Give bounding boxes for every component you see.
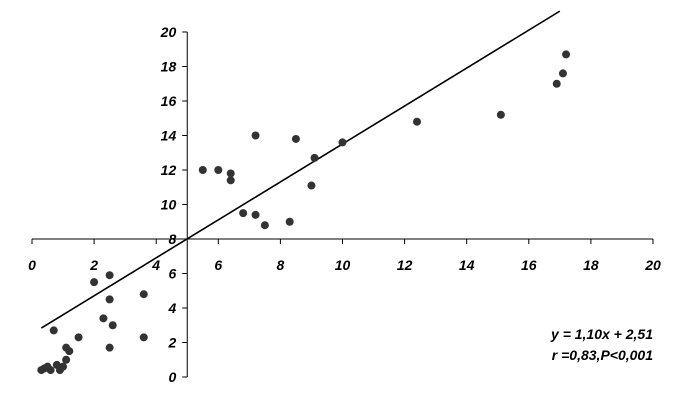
data-point bbox=[108, 321, 117, 330]
data-point bbox=[226, 176, 235, 185]
regression-line-group bbox=[40, 10, 561, 329]
data-point bbox=[251, 131, 260, 140]
x-tick-label: 0 bbox=[28, 257, 36, 273]
y-tick-label: 12 bbox=[161, 162, 177, 178]
data-point bbox=[307, 181, 316, 190]
x-tick-label: 6 bbox=[214, 257, 222, 273]
data-point bbox=[496, 110, 505, 119]
data-point bbox=[413, 117, 422, 126]
data-point bbox=[198, 166, 207, 174]
regression-equation: y = 1,10x + 2,51 bbox=[550, 326, 653, 342]
data-point bbox=[552, 79, 561, 88]
x-tick-label: 2 bbox=[89, 257, 98, 273]
data-points bbox=[37, 50, 571, 375]
data-point bbox=[558, 69, 567, 78]
data-point bbox=[285, 217, 294, 226]
x-tick-label: 10 bbox=[335, 257, 351, 273]
y-tick-label: 14 bbox=[161, 128, 177, 144]
regression-line bbox=[40, 10, 561, 329]
data-point bbox=[260, 221, 269, 230]
y-tick-label: 4 bbox=[167, 300, 176, 316]
data-point bbox=[239, 209, 248, 218]
correlation-stats: r =0,83,P<0,001 bbox=[552, 347, 653, 363]
y-tick-label: 18 bbox=[161, 59, 177, 75]
data-point bbox=[105, 295, 114, 304]
y-tick-label: 6 bbox=[168, 266, 176, 282]
data-point bbox=[562, 50, 571, 59]
y-tick-label: 2 bbox=[167, 335, 176, 351]
data-point bbox=[291, 134, 300, 143]
y-tick-label: 0 bbox=[168, 369, 176, 385]
axes bbox=[31, 31, 654, 378]
data-point bbox=[251, 210, 260, 219]
data-point bbox=[62, 355, 71, 364]
data-point bbox=[49, 326, 58, 335]
data-point bbox=[105, 343, 114, 352]
data-point bbox=[99, 314, 108, 323]
y-tick-label: 8 bbox=[168, 231, 176, 247]
data-point bbox=[139, 290, 148, 299]
x-tick-label: 12 bbox=[397, 257, 413, 273]
data-point bbox=[105, 271, 114, 280]
x-tick-label: 4 bbox=[151, 257, 160, 273]
x-tick-label: 8 bbox=[277, 257, 285, 273]
x-tick-label: 14 bbox=[459, 257, 475, 273]
x-tick-label: 18 bbox=[583, 257, 599, 273]
x-tick-label: 16 bbox=[521, 257, 537, 273]
data-point bbox=[46, 366, 55, 375]
data-point bbox=[310, 153, 319, 162]
y-tick-label: 16 bbox=[161, 93, 177, 109]
y-tick-label: 10 bbox=[161, 197, 177, 213]
data-point bbox=[214, 166, 223, 174]
x-tick-label: 20 bbox=[644, 257, 661, 273]
y-tick-label: 20 bbox=[160, 24, 177, 40]
data-point bbox=[226, 169, 235, 178]
data-point bbox=[59, 362, 68, 371]
data-point bbox=[338, 138, 347, 147]
data-point bbox=[74, 333, 83, 342]
data-point bbox=[90, 278, 99, 287]
data-point bbox=[65, 347, 74, 356]
data-point bbox=[139, 333, 148, 342]
